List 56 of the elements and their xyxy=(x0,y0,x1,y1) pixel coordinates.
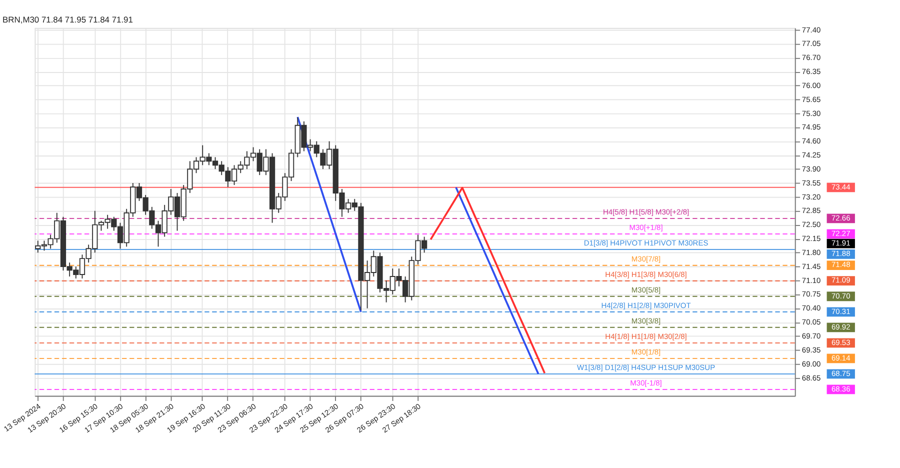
y-tick-label: 71.45 xyxy=(802,262,821,271)
line-series xyxy=(455,186,540,375)
chart-title: BRN,M30 71.84 71.95 71.84 71.91 xyxy=(2,14,134,24)
y-tick-label: 74.25 xyxy=(802,150,821,160)
y-tick-label: 77.05 xyxy=(802,39,821,48)
y-tick-label: 73.55 xyxy=(802,178,821,188)
y-tick-label: 76.35 xyxy=(802,67,821,76)
line-series xyxy=(430,186,546,374)
text: 71.48 xyxy=(831,260,850,270)
y-tick-label: 72.50 xyxy=(802,220,821,230)
text: 69.92 xyxy=(831,322,850,332)
ref-line-label: H4[1/8] H1[1/8] M30[2/8] xyxy=(605,332,687,342)
y-tick-label: 75.30 xyxy=(802,108,821,118)
text: 72.27 xyxy=(831,228,850,238)
y-tick-label: 72.85 xyxy=(802,206,821,216)
y-tick-label: 68.65 xyxy=(802,373,821,382)
y-tick-label: 73.20 xyxy=(802,192,821,202)
ref-line-label: H4[5/8] H1[5/8] M30[+2/8] xyxy=(602,208,690,217)
ref-line-label: M30[1/8] xyxy=(631,348,661,357)
ref-line-label: H4[2/8] H1[2/8] M30PIVOT xyxy=(601,301,692,310)
text: 69.53 xyxy=(831,338,850,347)
ref-line-label: M30[3/8] xyxy=(631,316,661,326)
ref-line-label: H4[3/8] H1[3/8] M30[6/8] xyxy=(605,270,687,280)
y-tick-label: 69.70 xyxy=(802,331,821,340)
text: 71.09 xyxy=(831,276,850,285)
ref-line-label: M30[-1/8] xyxy=(630,378,662,388)
text: 71.91 xyxy=(831,238,850,248)
y-tick-label: 70.40 xyxy=(802,304,821,313)
text: 73.44 xyxy=(831,182,850,192)
y-tick-label: 69.00 xyxy=(802,359,821,368)
y-tick-label: 71.10 xyxy=(802,276,821,285)
ref-line-label: W1[3/8] D1[2/8] H4SUP H1SUP M30SUP xyxy=(576,363,716,372)
y-tick-label: 74.95 xyxy=(802,122,821,132)
ref-line-label: M30[7/8] xyxy=(631,254,661,264)
y-tick-label: 72.15 xyxy=(802,234,821,244)
text: 70.31 xyxy=(831,306,850,316)
text: 68.75 xyxy=(831,368,850,378)
text: 70.70 xyxy=(831,291,850,300)
line-series xyxy=(296,116,362,313)
y-tick-label: 77.40 xyxy=(802,25,821,34)
y-tick-label: 73.90 xyxy=(802,164,821,174)
y-tick-label: 71.80 xyxy=(802,248,821,257)
y-tick-label: 70.05 xyxy=(802,318,821,327)
text: 72.66 xyxy=(831,213,850,222)
ref-line-label: M30[5/8] xyxy=(631,286,661,295)
ref-line-label: M30[+1/8] xyxy=(629,223,663,232)
y-tick-label: 74.60 xyxy=(802,136,821,146)
y-tick-label: 76.00 xyxy=(802,80,821,90)
y-tick-label: 75.65 xyxy=(802,94,821,104)
y-tick-label: 76.70 xyxy=(802,53,821,62)
ref-line-label: D1[3/8] H4PIVOT H1PIVOT M30RES xyxy=(584,238,708,248)
y-tick-label: 70.75 xyxy=(802,290,821,299)
text: 68.36 xyxy=(831,384,850,394)
text: 69.14 xyxy=(831,353,850,362)
y-tick-label: 69.35 xyxy=(802,345,821,354)
text: 71.88 xyxy=(831,249,850,258)
